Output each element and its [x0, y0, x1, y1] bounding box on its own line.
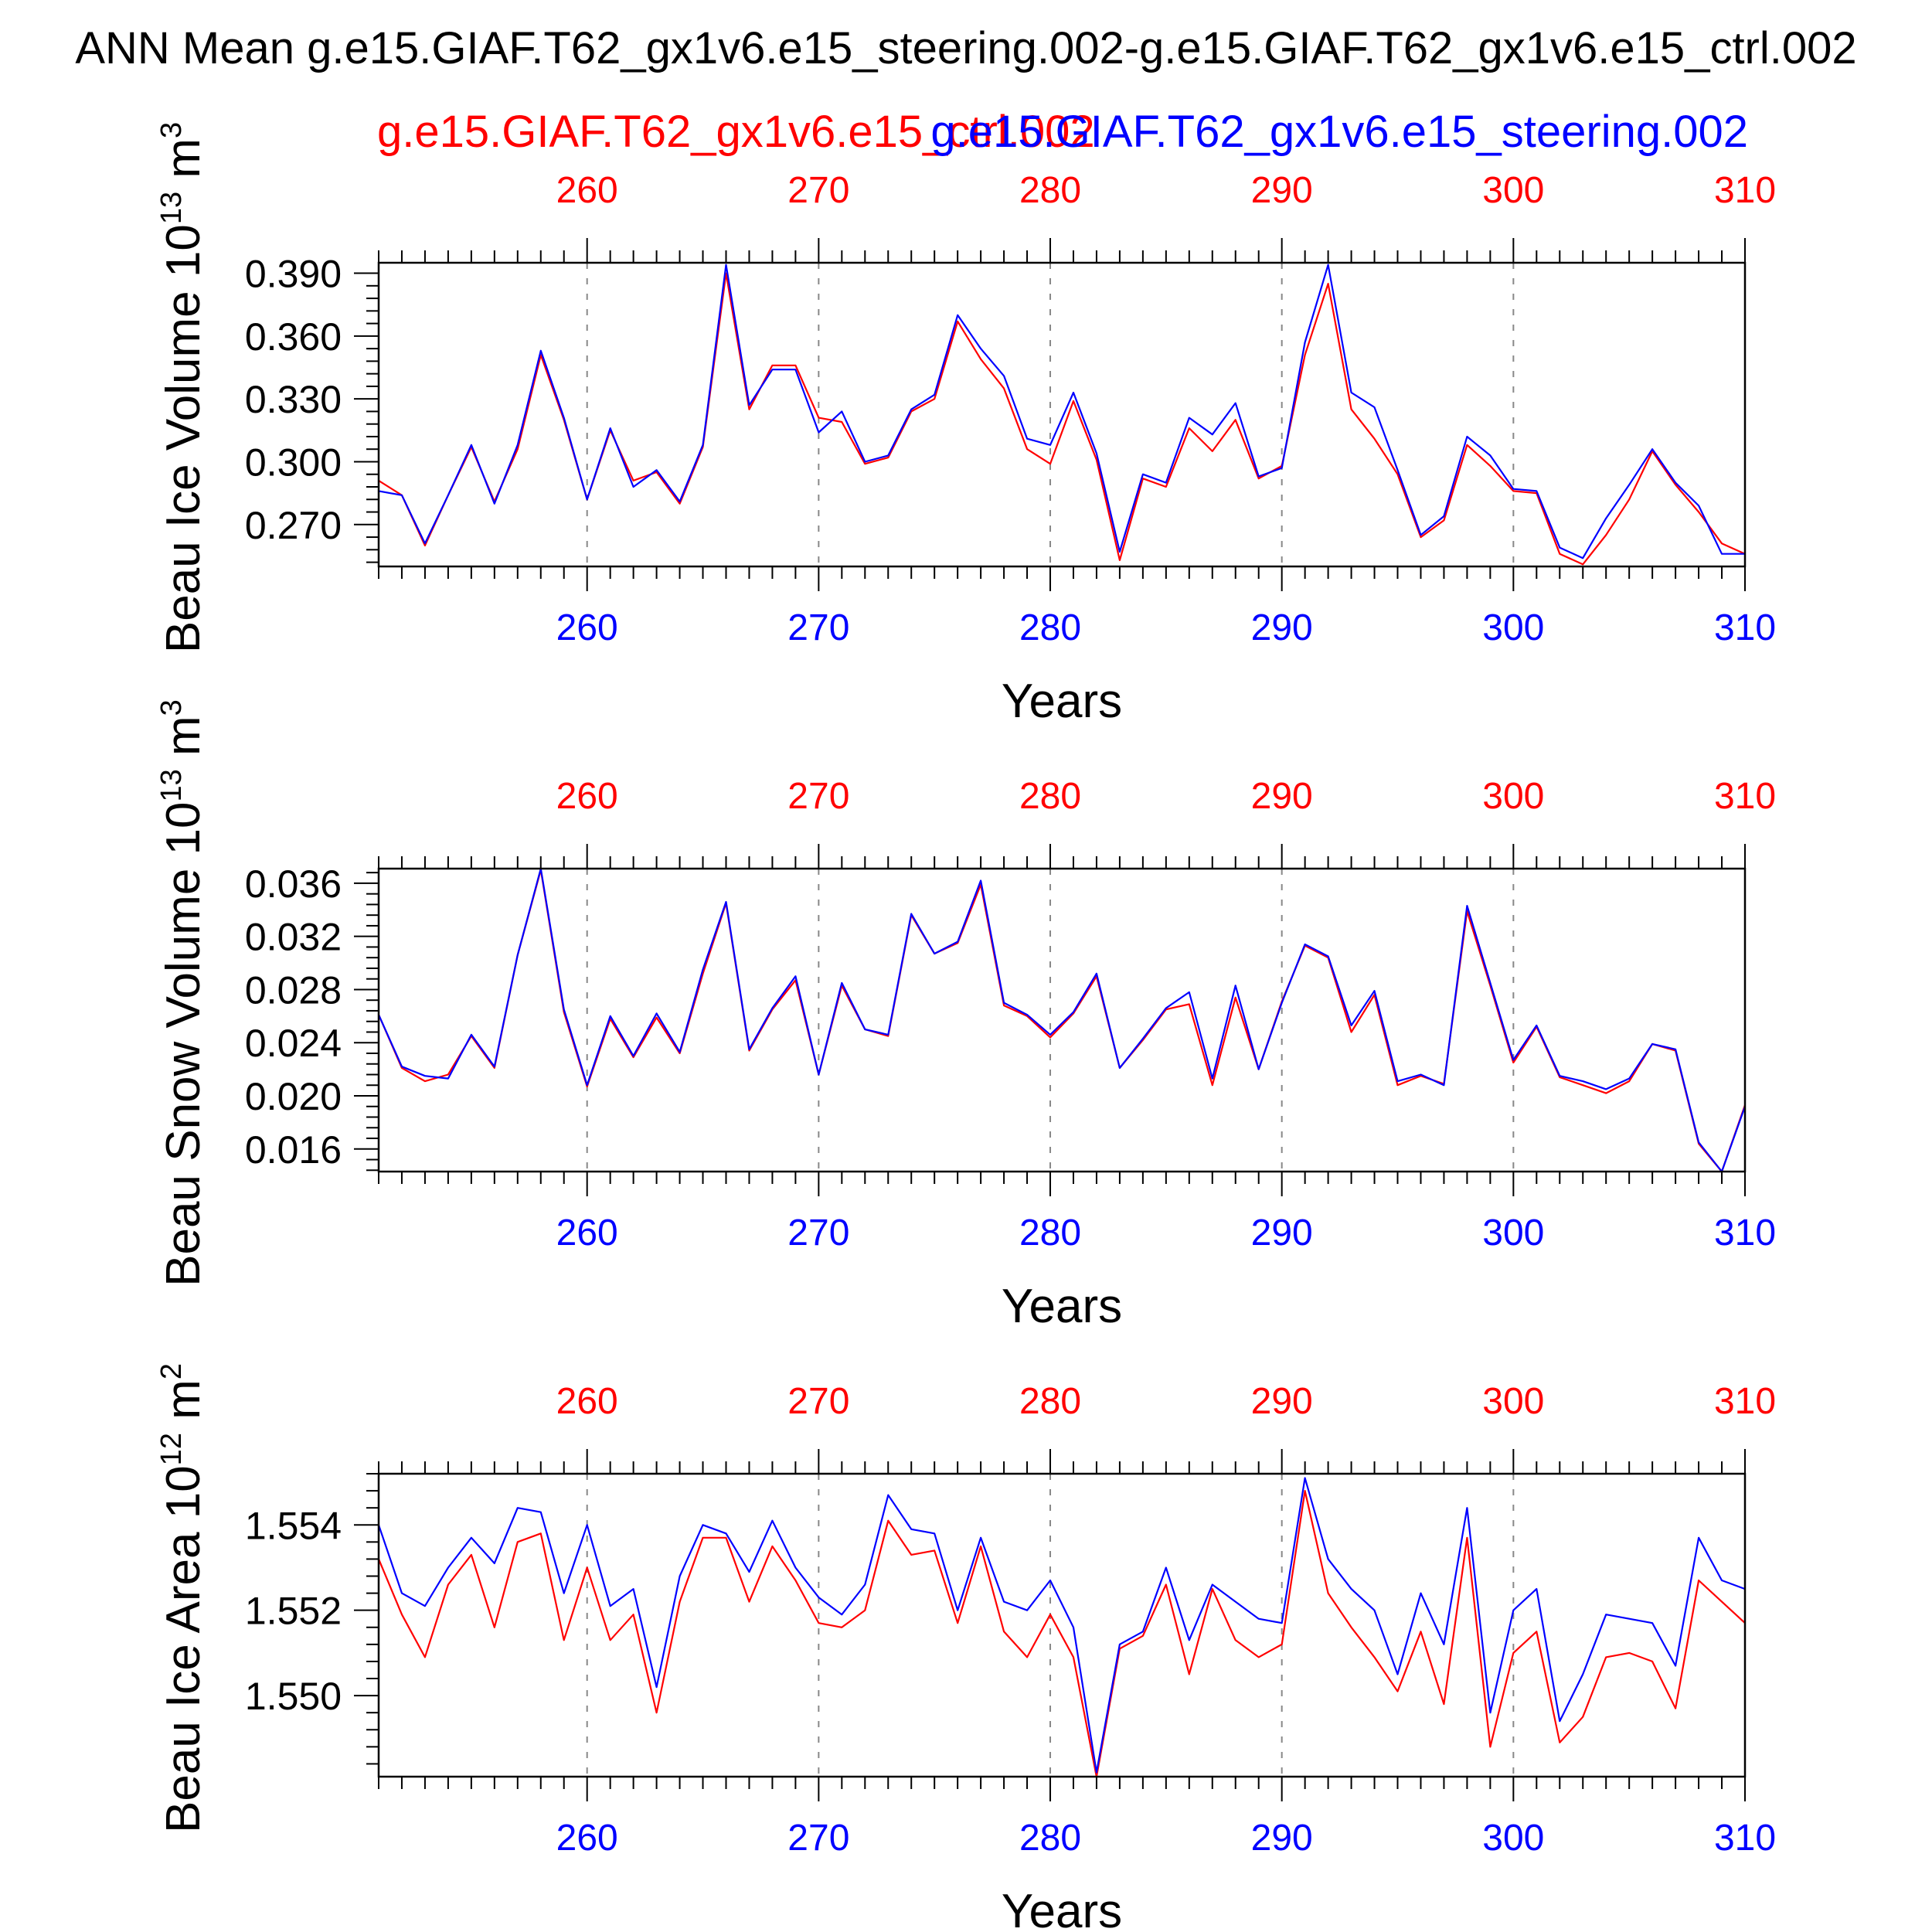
y-tick-label: 0.300: [245, 440, 342, 484]
x-tick-label-bottom: 270: [787, 1818, 849, 1859]
x-tick-label-top: 310: [1714, 776, 1776, 817]
x-tick-label-bottom: 310: [1714, 1818, 1776, 1859]
x-tick-label-top: 280: [1019, 1381, 1081, 1422]
x-tick-label-top: 280: [1019, 776, 1081, 817]
y-tick-label: 1.550: [245, 1675, 342, 1718]
x-tick-label-bottom: 310: [1714, 607, 1776, 648]
x-tick-label-bottom: 290: [1251, 1213, 1313, 1253]
y-tick-label: 1.552: [245, 1590, 342, 1633]
x-tick-label-bottom: 300: [1482, 607, 1544, 648]
y-axis-title: Beau Snow Volume 1013 m3: [155, 699, 210, 1287]
series-line-steering: [378, 264, 1745, 560]
x-tick-label-top: 300: [1482, 170, 1544, 211]
plot-frame: [377, 1472, 1747, 1778]
x-tick-label-bottom: 280: [1019, 607, 1081, 648]
x-tick-label-bottom: 270: [787, 1213, 849, 1253]
x-tick-label-top: 310: [1714, 170, 1776, 211]
x-tick-label-top: 260: [556, 1381, 618, 1422]
x-tick-label-top: 290: [1251, 1381, 1313, 1422]
series-line-ctrl: [377, 869, 1747, 1173]
x-tick-label-bottom: 280: [1019, 1818, 1081, 1859]
x-tick-label-top: 290: [1251, 776, 1313, 817]
panels: 0.270 0.300 0.330 0.360 0.390 260 260 270 270 280…: [155, 122, 1776, 1932]
x-tick-label-bottom: 290: [1251, 1818, 1313, 1859]
y-tick-label: 0.390: [245, 253, 342, 296]
y-tick-label: 0.032: [245, 916, 342, 959]
legend-ctrl-label: g.e15.GIAF.T62_gx1v6.e15_ctrl.002: [377, 107, 1095, 157]
chart-panel-2: 0.016 0.020 0.024 0.028 0.032 0.036 260 260 270 2…: [155, 699, 1776, 1333]
y-tick-label: 0.016: [245, 1128, 342, 1172]
y-tick-label: 1.554: [245, 1504, 342, 1547]
plot-frame: [377, 867, 1747, 1173]
x-tick-label-top: 260: [556, 776, 618, 817]
y-tick-label: 0.330: [245, 378, 342, 421]
y-axis-title: Beau Ice Area 1012 m2: [155, 1363, 210, 1833]
x-tick-label-bottom: 290: [1251, 607, 1313, 648]
x-tick-label-top: 280: [1019, 170, 1081, 211]
x-tick-label-top: 270: [787, 776, 849, 817]
x-tick-label-top: 300: [1482, 1381, 1544, 1422]
x-tick-label-top: 260: [556, 170, 618, 211]
x-tick-label-top: 290: [1251, 170, 1313, 211]
x-axis-title: Years: [1002, 1885, 1122, 1932]
x-tick-label-bottom: 260: [556, 1213, 618, 1253]
series-line-steering: [377, 1477, 1746, 1774]
x-tick-label-bottom: 270: [787, 607, 849, 648]
x-tick-label-bottom: 260: [556, 607, 618, 648]
figure-title: ANN Mean g.e15.GIAF.T62_gx1v6.e15_steeri…: [75, 23, 1856, 73]
x-axis-title: Years: [1002, 675, 1122, 728]
x-tick-label-top: 310: [1714, 1381, 1776, 1422]
y-axis-title: Beau Ice Volume 1013 m3: [155, 122, 210, 653]
y-tick-label: 0.360: [245, 315, 342, 359]
y-tick-label: 0.270: [245, 504, 342, 547]
legend-steering-label: g.e15.GIAF.T62_gx1v6.e15_steering.002: [930, 107, 1748, 157]
x-tick-label-bottom: 310: [1714, 1213, 1776, 1253]
chart-panel-1: 0.270 0.300 0.330 0.360 0.390 260 260 270 270 280…: [155, 122, 1776, 728]
series-line-steering: [377, 867, 1747, 1173]
x-tick-label-top: 270: [787, 170, 849, 211]
plot-frame: [377, 261, 1747, 568]
y-tick-label: 0.036: [245, 862, 342, 906]
x-tick-label-bottom: 260: [556, 1818, 618, 1859]
x-axis-title: Years: [1002, 1280, 1122, 1333]
x-tick-label-bottom: 300: [1482, 1818, 1544, 1859]
x-tick-label-bottom: 300: [1482, 1213, 1544, 1253]
series-line-ctrl: [377, 1489, 1746, 1778]
x-tick-label-top: 270: [787, 1381, 849, 1422]
x-tick-label-top: 300: [1482, 776, 1544, 817]
y-tick-label: 0.020: [245, 1075, 342, 1118]
chart-panel-3: 1.550 1.552 1.554 260 260 270 270 280 280 290 290 3…: [155, 1363, 1776, 1932]
y-tick-label: 0.028: [245, 968, 342, 1012]
x-tick-label-bottom: 280: [1019, 1213, 1081, 1253]
y-tick-label: 0.024: [245, 1022, 342, 1065]
